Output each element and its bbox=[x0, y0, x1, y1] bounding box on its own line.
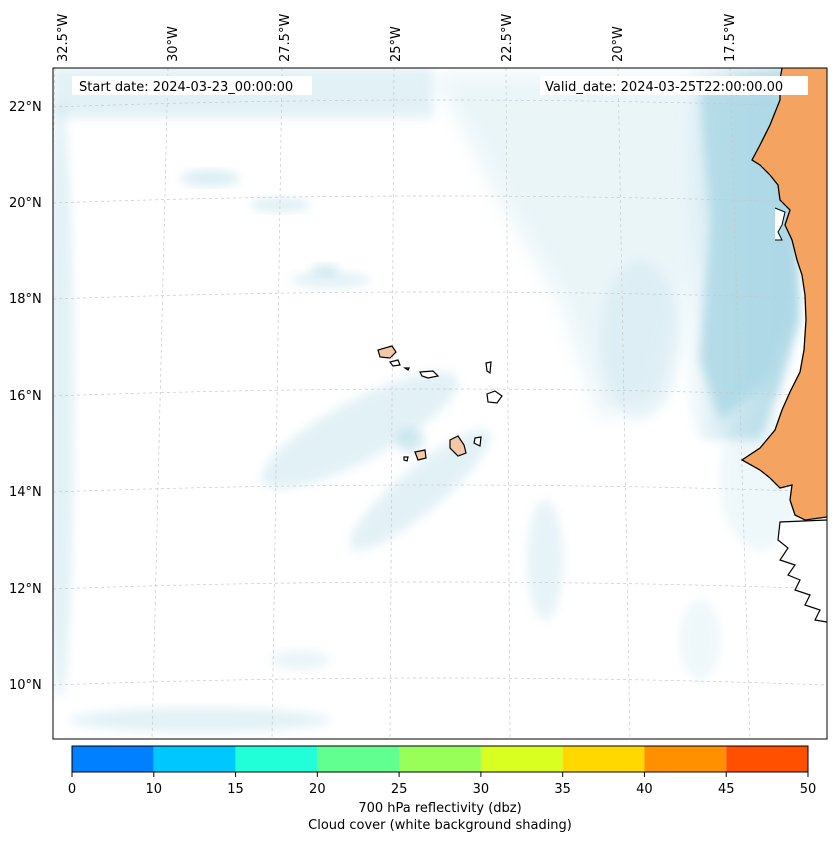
longitude-labels: 32.5°W 30°W 27.5°W 25°W 22.5°W 20°W 17.5… bbox=[56, 14, 738, 62]
lat-label: 22°N bbox=[9, 100, 42, 115]
valid-date-text: Valid_date: 2024-03-25T22:00:00.00 bbox=[545, 80, 783, 95]
colorbar: 0 10 15 20 25 30 35 40 45 50 bbox=[68, 745, 817, 797]
africa-coastline bbox=[740, 68, 827, 521]
colorbar-segment bbox=[153, 746, 236, 772]
colorbar-tick-label: 50 bbox=[800, 782, 817, 797]
dakar-inlet bbox=[774, 207, 786, 241]
lon-label: 30°W bbox=[166, 26, 181, 62]
cloud-cover-shading bbox=[53, 68, 800, 732]
cape-verde-islands bbox=[377, 345, 503, 462]
colorbar-segment bbox=[562, 746, 645, 772]
start-date-text: Start date: 2024-03-23_00:00:00 bbox=[79, 80, 293, 95]
colorbar-segment bbox=[317, 746, 400, 772]
africa-land bbox=[742, 68, 827, 520]
colorbar-segment bbox=[235, 746, 318, 772]
start-date-box bbox=[72, 76, 312, 95]
colorbar-segment bbox=[399, 746, 481, 772]
lat-label: 16°N bbox=[9, 389, 42, 404]
lon-label: 17.5°W bbox=[723, 14, 738, 62]
lat-label: 14°N bbox=[9, 485, 42, 500]
lon-label: 32.5°W bbox=[56, 14, 71, 62]
colorbar-tick-label: 10 bbox=[146, 782, 163, 797]
colorbar-tick-label: 25 bbox=[391, 782, 408, 797]
lon-label: 25°W bbox=[389, 26, 404, 62]
latitude-labels: 22°N 20°N 18°N 16°N 14°N 12°N 10°N bbox=[9, 100, 42, 693]
colorbar-tick-label: 35 bbox=[554, 782, 571, 797]
south-coastline bbox=[777, 519, 827, 623]
colorbar-segment bbox=[726, 746, 808, 772]
lon-label: 27.5°W bbox=[278, 14, 293, 62]
colorbar-tick-label: 15 bbox=[227, 782, 244, 797]
lat-label: 10°N bbox=[9, 678, 42, 693]
map-frame bbox=[52, 67, 828, 740]
colorbar-segment bbox=[480, 746, 563, 772]
colorbar-frame bbox=[71, 745, 809, 773]
colorbar-tick-label: 20 bbox=[309, 782, 326, 797]
valid-date-box bbox=[540, 76, 808, 95]
lon-label: 20°W bbox=[611, 26, 626, 62]
colorbar-tick-label: 0 bbox=[68, 782, 76, 797]
colorbar-tick-label: 40 bbox=[636, 782, 653, 797]
lat-label: 20°N bbox=[9, 196, 42, 211]
lat-label: 12°N bbox=[9, 582, 42, 597]
colorbar-tick-label: 45 bbox=[718, 782, 735, 797]
colorbar-sublabel: Cloud cover (white background shading) bbox=[308, 818, 572, 833]
colorbar-segment bbox=[644, 746, 727, 772]
africa-land-south bbox=[778, 517, 827, 625]
lat-label: 18°N bbox=[9, 292, 42, 307]
graticule bbox=[53, 68, 827, 739]
colorbar-segment bbox=[72, 746, 154, 772]
colorbar-tick-label: 30 bbox=[473, 782, 490, 797]
colorbar-label: 700 hPa reflectivity (dbz) bbox=[358, 801, 522, 816]
lon-label: 22.5°W bbox=[500, 14, 515, 62]
